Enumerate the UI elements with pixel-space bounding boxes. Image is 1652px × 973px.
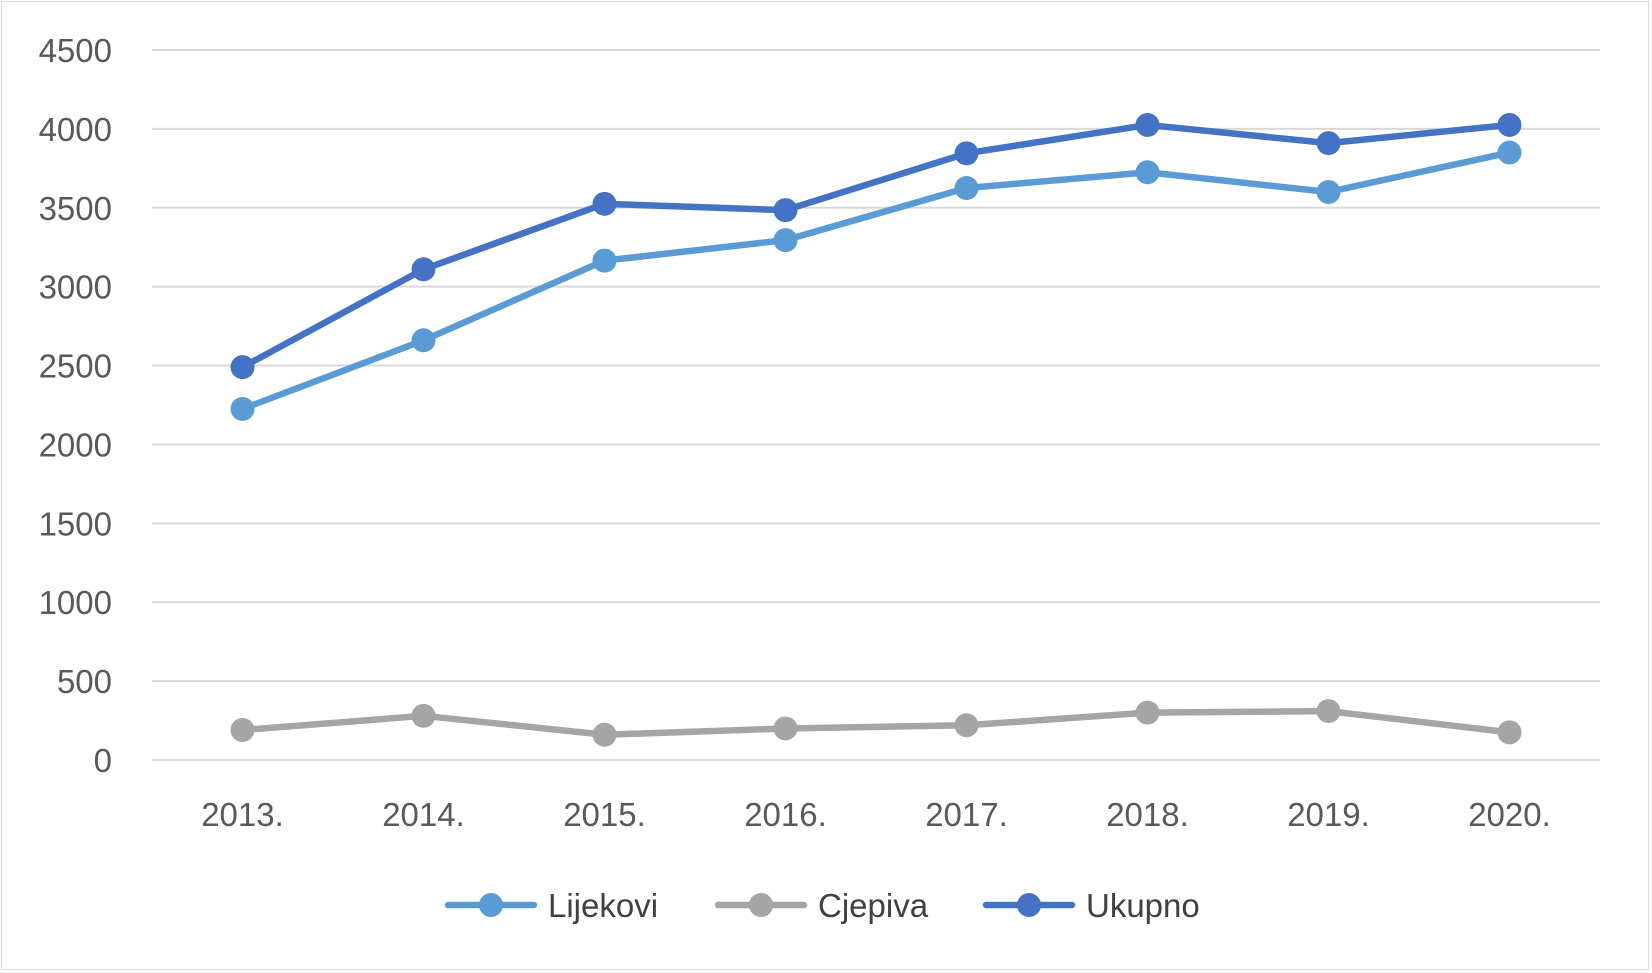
data-point-cjepiva bbox=[954, 713, 979, 738]
x-tick-label: 2020. bbox=[1468, 796, 1551, 833]
series-lines bbox=[230, 112, 1522, 747]
y-tick-label: 1000 bbox=[39, 584, 112, 621]
y-tick-label: 4000 bbox=[39, 111, 112, 148]
data-point-lijekovi bbox=[954, 176, 979, 201]
legend-item-ukupno[interactable]: Ukupno bbox=[982, 887, 1200, 924]
data-point-ukupno bbox=[411, 257, 436, 282]
data-point-ukupno bbox=[773, 198, 798, 223]
x-tick-label: 2013. bbox=[201, 796, 284, 833]
series-line-ukupno bbox=[239, 121, 1513, 371]
data-point-cjepiva bbox=[592, 722, 617, 747]
legend-label-cjepiva: Cjepiva bbox=[818, 887, 929, 924]
legend-label-ukupno: Ukupno bbox=[1086, 887, 1200, 924]
gridlines bbox=[152, 49, 1600, 761]
x-tick-label: 2016. bbox=[744, 796, 827, 833]
y-tick-label: 0 bbox=[94, 742, 112, 779]
data-point-lijekovi bbox=[1497, 140, 1522, 165]
series-line-cjepiva bbox=[239, 707, 1513, 739]
legend-item-lijekovi[interactable]: Lijekovi bbox=[444, 887, 658, 924]
y-tick-label: 3000 bbox=[39, 269, 112, 306]
legend-label-lijekovi: Lijekovi bbox=[548, 887, 658, 924]
legend-marker-cjepiva bbox=[749, 893, 773, 917]
data-point-lijekovi bbox=[592, 248, 617, 273]
x-tick-label: 2018. bbox=[1106, 796, 1189, 833]
data-point-lijekovi bbox=[1135, 160, 1160, 185]
data-point-cjepiva bbox=[411, 703, 436, 728]
data-point-ukupno bbox=[592, 191, 617, 216]
data-point-lijekovi bbox=[411, 328, 436, 353]
x-axis-labels: 2013. 2014. 2015. 2016. 2017. 2018. 2019. 2020. bbox=[201, 796, 1551, 833]
data-point-ukupno bbox=[954, 141, 979, 166]
data-point-cjepiva bbox=[773, 716, 798, 741]
y-tick-label: 3500 bbox=[39, 190, 112, 227]
y-tick-label: 2000 bbox=[39, 426, 112, 463]
data-point-cjepiva bbox=[230, 718, 255, 743]
legend-marker-ukupno bbox=[1017, 893, 1041, 917]
y-tick-label: 4500 bbox=[39, 32, 112, 69]
x-tick-label: 2017. bbox=[925, 796, 1008, 833]
y-tick-label: 1500 bbox=[39, 505, 112, 542]
data-point-cjepiva bbox=[1497, 720, 1522, 745]
data-point-cjepiva bbox=[1135, 700, 1160, 725]
series-lijekovi bbox=[230, 140, 1522, 421]
legend-item-cjepiva[interactable]: Cjepiva bbox=[714, 887, 929, 924]
y-tick-label: 500 bbox=[57, 663, 112, 700]
series-cjepiva bbox=[230, 699, 1522, 747]
legend[interactable]: Lijekovi Cjepiva Ukupno bbox=[444, 887, 1200, 924]
y-axis-labels: 0 500 1000 1500 2000 2500 3000 3500 4000 4500 bbox=[39, 32, 112, 779]
data-point-lijekovi bbox=[230, 396, 255, 421]
data-point-ukupno bbox=[1316, 131, 1341, 156]
y-tick-label: 2500 bbox=[39, 348, 112, 385]
data-point-ukupno bbox=[1135, 112, 1160, 137]
series-line-lijekovi bbox=[239, 149, 1513, 413]
data-point-ukupno bbox=[1497, 112, 1522, 137]
data-point-ukupno bbox=[230, 355, 255, 380]
legend-marker-lijekovi bbox=[479, 893, 503, 917]
x-tick-label: 2015. bbox=[563, 796, 646, 833]
data-point-cjepiva bbox=[1316, 699, 1341, 724]
data-point-lijekovi bbox=[773, 228, 798, 253]
x-tick-label: 2014. bbox=[382, 796, 465, 833]
series-ukupno bbox=[230, 112, 1522, 380]
x-tick-label: 2019. bbox=[1287, 796, 1370, 833]
data-point-lijekovi bbox=[1316, 180, 1341, 204]
